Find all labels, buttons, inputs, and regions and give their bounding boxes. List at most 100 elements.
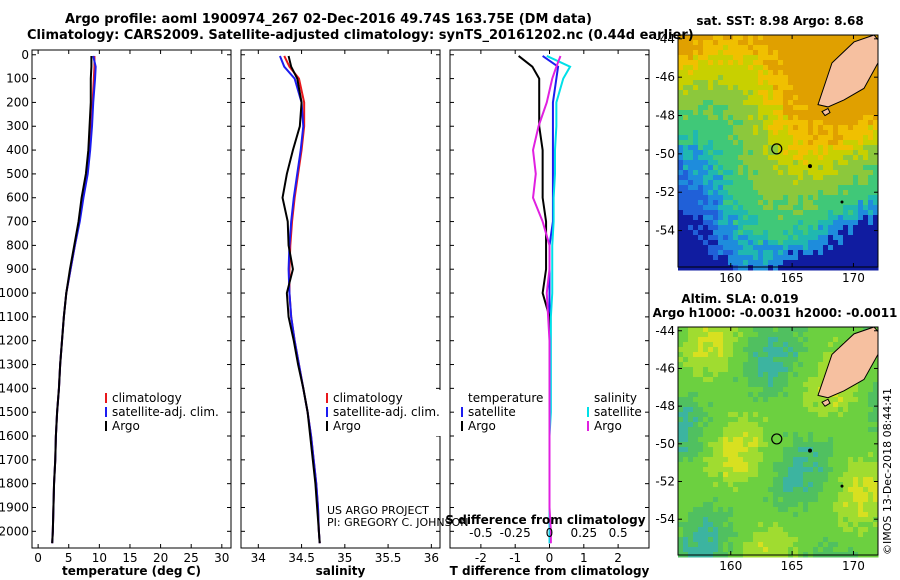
map-cell bbox=[773, 80, 779, 86]
map-cell bbox=[753, 357, 759, 363]
map-cell bbox=[728, 457, 734, 463]
map-cell bbox=[738, 80, 744, 86]
map-cell bbox=[693, 190, 699, 196]
map-cell bbox=[768, 250, 774, 256]
map-cell bbox=[683, 255, 689, 261]
map-cell bbox=[678, 502, 684, 508]
map-cell bbox=[793, 85, 799, 91]
map-cell bbox=[868, 527, 874, 533]
map-cell bbox=[708, 542, 714, 548]
map-cell bbox=[823, 200, 829, 206]
map-cell bbox=[723, 75, 729, 81]
map-cell bbox=[728, 522, 734, 528]
map-cell bbox=[838, 210, 844, 216]
map-cell bbox=[843, 477, 849, 483]
map-cell bbox=[873, 100, 879, 106]
map-cell bbox=[803, 412, 809, 418]
map-cell bbox=[773, 387, 779, 393]
map-cell bbox=[808, 240, 814, 246]
map-cell bbox=[793, 422, 799, 428]
map-cell bbox=[773, 180, 779, 186]
map-cell bbox=[703, 35, 709, 41]
map-cell bbox=[863, 412, 869, 418]
map-cell bbox=[743, 155, 749, 161]
map-cell bbox=[783, 255, 789, 261]
map-cell bbox=[763, 532, 769, 538]
map-cell bbox=[733, 75, 739, 81]
map-cell bbox=[723, 180, 729, 186]
map-cell bbox=[758, 367, 764, 373]
map-cell bbox=[698, 105, 704, 111]
map-cell bbox=[853, 250, 859, 256]
map-cell bbox=[688, 362, 694, 368]
map-cell bbox=[863, 467, 869, 473]
map-cell bbox=[738, 195, 744, 201]
map-cell bbox=[793, 397, 799, 403]
map-cell bbox=[758, 327, 764, 333]
map-cell bbox=[678, 35, 684, 41]
map-cell bbox=[813, 367, 819, 373]
map-cell bbox=[828, 145, 834, 151]
map-cell bbox=[678, 447, 684, 453]
map-cell bbox=[873, 240, 879, 246]
map-cell bbox=[763, 527, 769, 533]
map-cell bbox=[813, 185, 819, 191]
map-cell bbox=[698, 235, 704, 241]
map-cell bbox=[683, 250, 689, 256]
map-cell bbox=[688, 150, 694, 156]
map-cell bbox=[708, 347, 714, 353]
map-cell bbox=[833, 215, 839, 221]
map-cell bbox=[803, 362, 809, 368]
map-cell bbox=[708, 195, 714, 201]
map-cell bbox=[838, 100, 844, 106]
map-cell bbox=[738, 427, 744, 433]
map-cell bbox=[873, 402, 879, 408]
map-cell bbox=[678, 120, 684, 126]
map-cell bbox=[818, 240, 824, 246]
map-cell bbox=[813, 70, 819, 76]
map-cell bbox=[678, 537, 684, 543]
map-cell bbox=[748, 95, 754, 101]
map-cell bbox=[758, 332, 764, 338]
map-cell bbox=[718, 412, 724, 418]
map-cell bbox=[843, 175, 849, 181]
map-cell bbox=[733, 472, 739, 478]
map-cell bbox=[763, 155, 769, 161]
map-cell bbox=[718, 342, 724, 348]
map-cell bbox=[743, 367, 749, 373]
map-cell bbox=[813, 130, 819, 136]
map-cell bbox=[693, 547, 699, 553]
map-cell bbox=[808, 542, 814, 548]
map-cell bbox=[748, 90, 754, 96]
map-cell bbox=[678, 40, 684, 46]
map-cell bbox=[843, 532, 849, 538]
map-cell bbox=[678, 215, 684, 221]
map-cell bbox=[868, 547, 874, 553]
map-cell bbox=[748, 40, 754, 46]
map-cell bbox=[683, 487, 689, 493]
map-cell bbox=[753, 547, 759, 553]
map-cell bbox=[828, 180, 834, 186]
map-cell bbox=[868, 517, 874, 523]
map-cell bbox=[723, 502, 729, 508]
map-cell bbox=[813, 105, 819, 111]
map-cell bbox=[748, 382, 754, 388]
map-cell bbox=[783, 245, 789, 251]
map-cell bbox=[753, 507, 759, 513]
map-cell bbox=[843, 240, 849, 246]
map-cell bbox=[813, 332, 819, 338]
map-cell bbox=[768, 457, 774, 463]
map-cell bbox=[798, 250, 804, 256]
map-cell bbox=[808, 387, 814, 393]
map-cell bbox=[703, 255, 709, 261]
map-cell bbox=[748, 255, 754, 261]
map-cell bbox=[818, 170, 824, 176]
map-cell bbox=[843, 125, 849, 131]
map-cell bbox=[848, 402, 854, 408]
map-cell bbox=[723, 165, 729, 171]
map-cell bbox=[798, 120, 804, 126]
y-tick-label: 0 bbox=[21, 48, 29, 62]
legend-item: climatology bbox=[112, 391, 182, 405]
map-cell bbox=[738, 35, 744, 41]
